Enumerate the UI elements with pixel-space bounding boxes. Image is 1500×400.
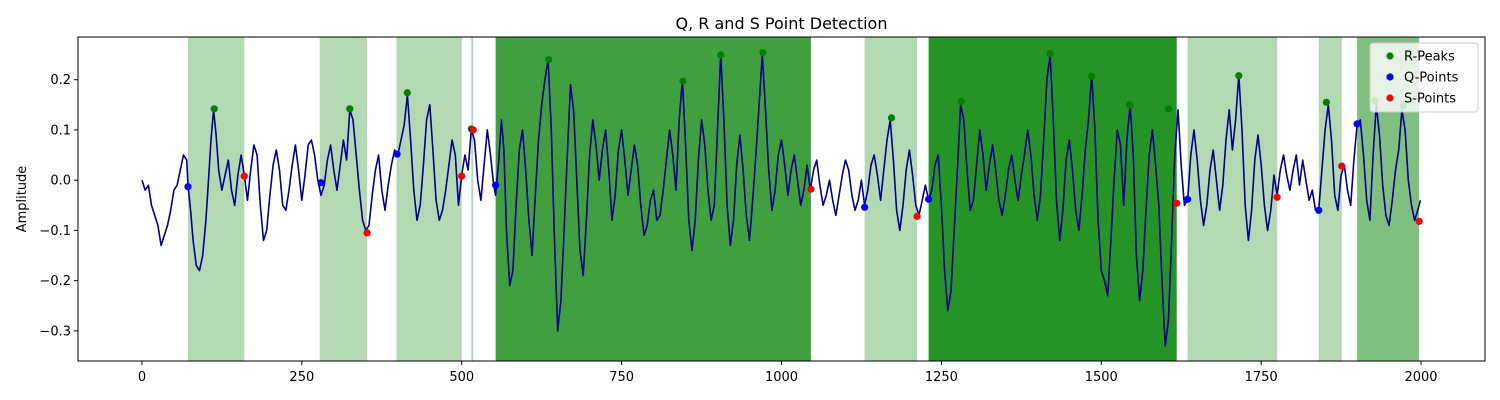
q-points-marker: [861, 203, 869, 211]
r-peaks-marker: [1322, 98, 1330, 106]
y-tick-label: −0.3: [39, 324, 71, 339]
legend-box: [1369, 42, 1479, 113]
legend-r-peaks-marker: [1386, 52, 1394, 60]
markers-layer: [184, 48, 1423, 237]
r-peaks-marker: [1088, 72, 1096, 80]
chart-title: Q, R and S Point Detection: [676, 14, 888, 33]
x-tick-label: 1000: [765, 370, 798, 385]
s-points-marker: [363, 229, 371, 237]
legend-s-points-marker: [1386, 94, 1394, 102]
r-peaks-marker: [346, 105, 354, 113]
highlight-region: [319, 37, 368, 361]
q-points-marker: [1353, 120, 1361, 128]
q-points-marker: [393, 150, 401, 158]
s-points-marker: [469, 126, 477, 134]
legend-r-peaks-label: R-Peaks: [1404, 50, 1455, 65]
highlight-region: [495, 37, 811, 361]
x-tick-label: 2000: [1404, 370, 1437, 385]
highlight-region: [864, 37, 918, 361]
x-tick-label: 1750: [1245, 370, 1278, 385]
r-peaks-marker: [210, 105, 218, 113]
r-peaks-marker: [957, 97, 965, 105]
x-tick-label: 1500: [1085, 370, 1118, 385]
x-tick-label: 250: [289, 370, 314, 385]
x-tick-label: 500: [449, 370, 474, 385]
y-tick-label: 0.1: [50, 123, 71, 138]
r-peaks-marker: [887, 114, 896, 122]
q-points-marker: [924, 195, 933, 203]
r-peaks-marker: [403, 89, 411, 97]
x-tick-label: 0: [138, 370, 146, 385]
r-peaks-marker: [1235, 72, 1243, 80]
q-points-marker: [317, 179, 325, 187]
q-points-marker: [184, 183, 192, 191]
q-points-marker: [1184, 195, 1192, 203]
s-points-marker: [458, 172, 466, 180]
r-peaks-marker: [759, 48, 767, 57]
y-axis-label: Amplitude: [15, 166, 30, 233]
legend-s-points-label: S-Points: [1404, 92, 1456, 107]
r-peaks-marker: [679, 77, 687, 85]
r-peaks-marker: [1046, 49, 1054, 58]
q-points-marker: [492, 181, 500, 189]
legend-q-points-label: Q-Points: [1404, 71, 1459, 86]
s-points-marker: [1273, 193, 1281, 201]
r-peaks-marker: [1164, 105, 1173, 113]
legend-q-points-marker: [1386, 73, 1394, 81]
x-tick-label: 750: [609, 370, 634, 385]
s-points-marker: [1338, 162, 1346, 170]
x-axis: 0 250 500 750 1000 1250 1500 1750 2000: [138, 361, 1438, 385]
r-peaks-marker: [1125, 101, 1134, 109]
s-points-marker: [1415, 217, 1423, 225]
s-points-marker: [1173, 199, 1181, 207]
y-tick-label: 0.2: [50, 73, 71, 88]
y-axis: −0.3 −0.2 −0.1 0.0 0.1 0.2: [39, 73, 78, 339]
r-peaks-marker: [545, 56, 553, 64]
q-points-marker: [1315, 206, 1323, 214]
highlight-region: [471, 37, 474, 361]
highlight-region: [1318, 37, 1342, 361]
highlight-region: [1187, 37, 1278, 361]
y-tick-label: −0.2: [39, 274, 71, 289]
s-points-marker: [913, 212, 921, 220]
r-peaks-marker: [717, 51, 725, 59]
legend: R-Peaks Q-Points S-Points: [1369, 42, 1479, 113]
y-tick-label: 0.0: [50, 174, 71, 189]
s-points-marker: [240, 172, 248, 180]
s-points-marker: [807, 185, 815, 193]
highlight-region: [396, 37, 462, 361]
x-tick-label: 1250: [925, 370, 958, 385]
y-tick-label: −0.1: [39, 224, 71, 239]
highlight-region: [928, 37, 1177, 361]
detection-regions: [188, 37, 1420, 361]
